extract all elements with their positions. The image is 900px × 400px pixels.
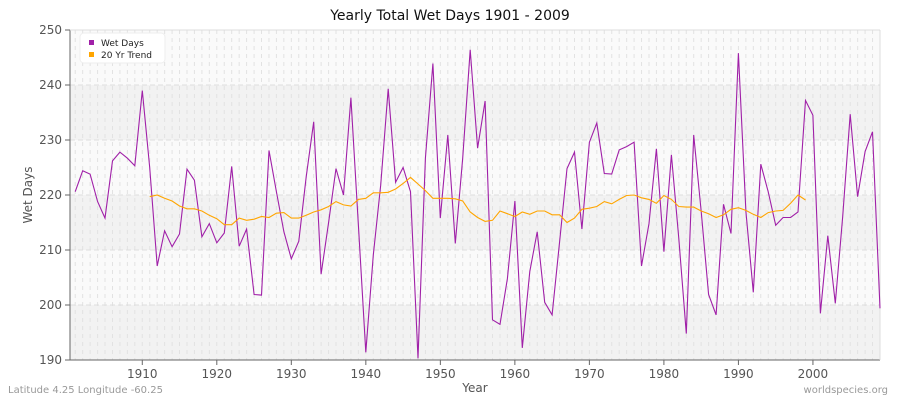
source-caption: worldspecies.org [803, 385, 888, 396]
series-line-trend [149, 176, 806, 226]
plot-band [70, 195, 880, 250]
x-tick-label: 1950 [425, 367, 456, 381]
y-tick-label: 240 [39, 78, 62, 92]
x-tick-label: 1990 [723, 367, 754, 381]
legend-swatch [89, 52, 94, 57]
x-tick-label: 1930 [276, 367, 307, 381]
location-caption: Latitude 4.25 Longitude -60.25 [8, 385, 163, 396]
y-tick-label: 210 [39, 243, 62, 257]
x-axis-label: Year [461, 381, 487, 395]
x-tick-label: 1940 [351, 367, 382, 381]
legend-label: Wet Days [101, 39, 144, 49]
legend-box [79, 32, 166, 64]
plot-band [70, 305, 880, 360]
legend-swatch [89, 40, 94, 45]
x-tick-label: 1910 [127, 367, 158, 381]
y-tick-label: 200 [39, 298, 62, 312]
chart-title: Yearly Total Wet Days 1901 - 2009 [330, 8, 570, 24]
y-tick-label: 220 [39, 188, 62, 202]
x-tick-label: 1960 [500, 367, 531, 381]
series-line-wet-days [74, 49, 881, 359]
x-tick-label: 1920 [202, 367, 233, 381]
legend-label: 20 Yr Trend [101, 51, 152, 61]
y-axis-label: Wet Days [21, 166, 35, 223]
y-tick-label: 230 [39, 133, 62, 147]
y-tick-label: 190 [39, 353, 62, 367]
x-tick-label: 1980 [649, 367, 680, 381]
x-tick-label: 2000 [798, 367, 829, 381]
y-tick-label: 250 [39, 23, 62, 37]
x-tick-label: 1970 [574, 367, 605, 381]
